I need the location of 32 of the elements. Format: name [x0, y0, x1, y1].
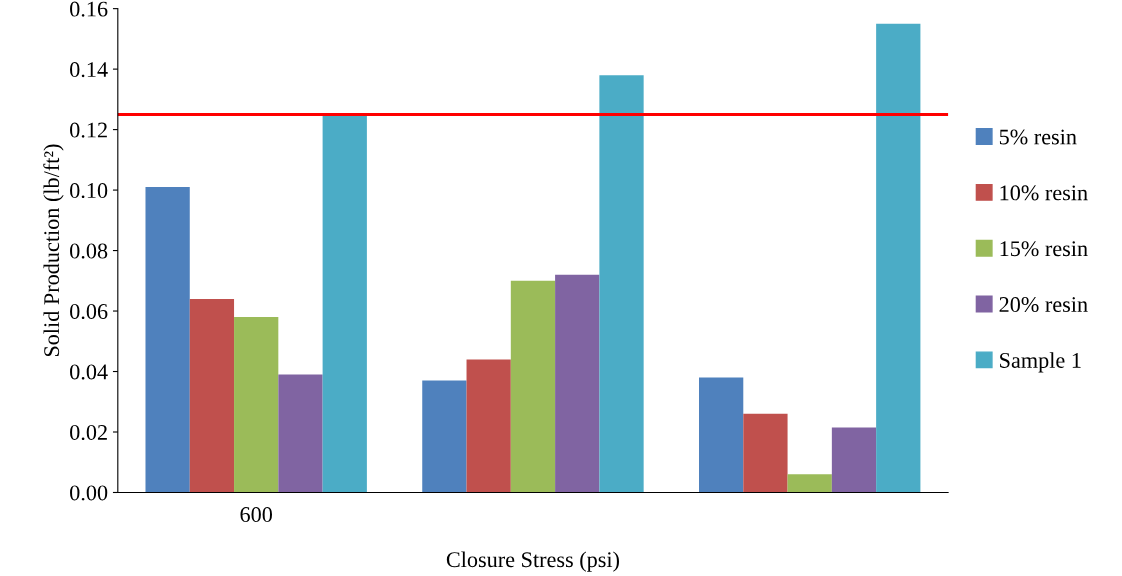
bar	[278, 374, 323, 493]
y-axis-title: Solid Production (lb/ft²)	[43, 144, 64, 357]
bar	[743, 413, 788, 493]
x-axis-title: Closure Stress (psi)	[446, 551, 620, 572]
y-tick-label: 0.14	[70, 62, 108, 78]
bar	[787, 474, 832, 493]
y-tick-label: 0.00	[70, 485, 108, 501]
bar	[831, 427, 877, 493]
legend-label: 20% resin	[999, 297, 1088, 313]
legend-label: 15% resin	[1000, 241, 1088, 257]
bar	[189, 298, 235, 493]
bar	[510, 280, 556, 493]
y-tick-label: 0.08	[70, 243, 108, 259]
y-tick-label: 0.04	[70, 364, 108, 380]
y-tick-label: 0.10	[70, 183, 108, 199]
bar	[699, 377, 744, 493]
x-tick-label: 600	[240, 507, 273, 523]
y-tick-label: 0.06	[70, 303, 108, 320]
bar	[555, 274, 600, 493]
bar	[599, 75, 644, 493]
bar	[422, 380, 467, 493]
bar	[876, 23, 921, 493]
y-tick-label: 0.16	[70, 1, 108, 17]
bar	[466, 359, 511, 493]
legend-label: 10% resin	[1000, 185, 1088, 201]
legend-label: Sample 1	[1000, 352, 1081, 373]
y-tick-label: 0.12	[70, 122, 107, 138]
bar	[145, 187, 190, 493]
bar	[234, 317, 279, 493]
bar	[322, 114, 367, 493]
y-tick-label: 0.02	[70, 424, 107, 441]
legend-label: 5% resin	[999, 129, 1077, 145]
